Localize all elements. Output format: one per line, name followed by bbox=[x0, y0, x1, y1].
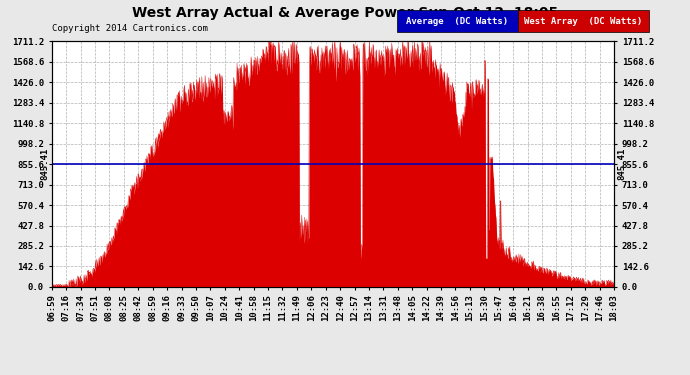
Text: 845.41: 845.41 bbox=[40, 148, 49, 180]
Text: West Array  (DC Watts): West Array (DC Watts) bbox=[524, 16, 642, 26]
Text: West Array Actual & Average Power Sun Oct 12  18:05: West Array Actual & Average Power Sun Oc… bbox=[132, 6, 558, 20]
Text: Average  (DC Watts): Average (DC Watts) bbox=[406, 16, 509, 26]
Text: Copyright 2014 Cartronics.com: Copyright 2014 Cartronics.com bbox=[52, 24, 208, 33]
Text: 845.41: 845.41 bbox=[617, 148, 626, 180]
